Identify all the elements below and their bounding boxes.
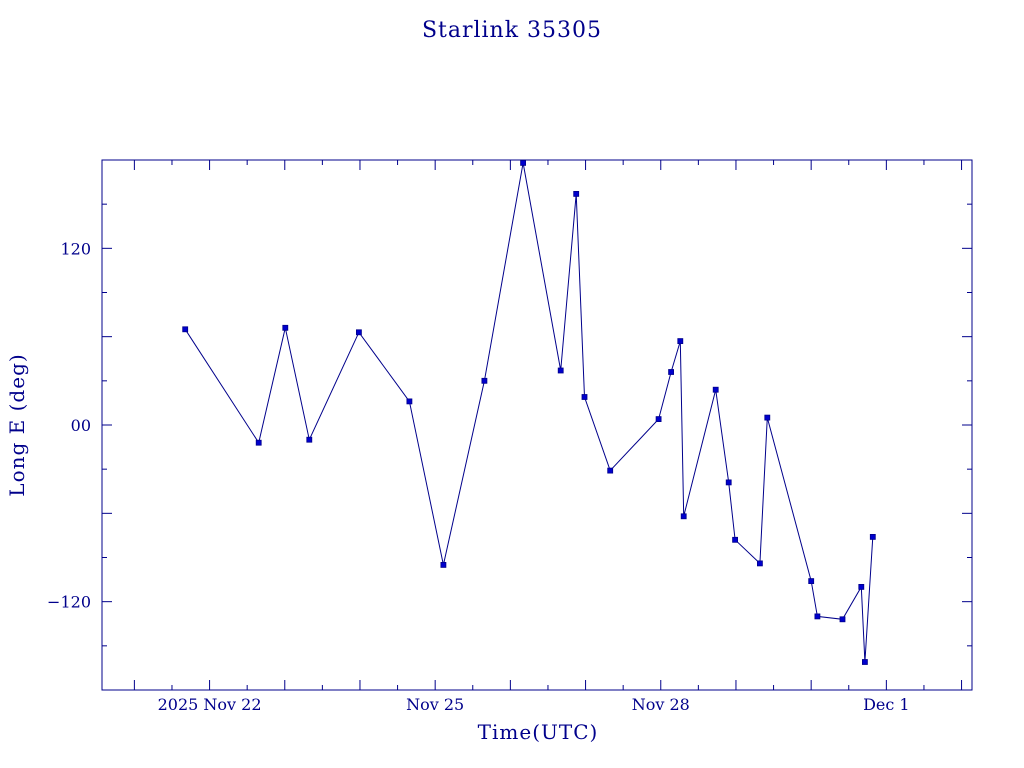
x-axis-label: Time(UTC) bbox=[478, 720, 599, 744]
y-tick-label: 120 bbox=[60, 239, 91, 258]
data-point bbox=[839, 616, 846, 623]
data-point bbox=[680, 513, 687, 520]
data-point bbox=[712, 386, 719, 393]
data-point bbox=[862, 659, 868, 665]
data-point bbox=[182, 326, 189, 333]
axis-ticks bbox=[102, 160, 972, 690]
data-point bbox=[255, 439, 262, 446]
data-point bbox=[732, 536, 738, 543]
data-point bbox=[814, 613, 821, 620]
data-point bbox=[306, 436, 313, 443]
x-tick-label: Nov 25 bbox=[406, 695, 464, 714]
data-point bbox=[655, 416, 662, 423]
data-point bbox=[355, 329, 362, 336]
data-point bbox=[282, 324, 289, 331]
data-point bbox=[668, 369, 674, 375]
series-line bbox=[184, 162, 874, 663]
x-tick-label: 2025 Nov 22 bbox=[158, 695, 262, 714]
data-point bbox=[581, 394, 588, 400]
chart-title: Starlink 35305 bbox=[422, 18, 602, 43]
data-point bbox=[725, 479, 732, 486]
data-point bbox=[481, 377, 488, 384]
series-layer bbox=[182, 159, 876, 665]
data-point bbox=[520, 159, 526, 166]
data-point bbox=[557, 367, 564, 374]
data-point bbox=[808, 578, 815, 584]
y-tick-label: 00 bbox=[71, 416, 91, 435]
data-point bbox=[757, 560, 763, 567]
tick-labels: 2025 Nov 22 Nov 25 Nov 28 Dec 1 120 00 −120 bbox=[47, 239, 910, 714]
data-point bbox=[869, 534, 876, 540]
data-point bbox=[406, 398, 413, 405]
data-point bbox=[573, 190, 580, 197]
data-point bbox=[764, 414, 771, 421]
data-point bbox=[607, 467, 614, 474]
data-point bbox=[677, 338, 684, 345]
data-point bbox=[440, 562, 447, 568]
x-tick-label: Dec 1 bbox=[863, 695, 910, 714]
data-point bbox=[858, 584, 865, 590]
x-tick-label: Nov 28 bbox=[632, 695, 690, 714]
y-axis-label: Long E (deg) bbox=[5, 353, 29, 496]
y-tick-label: −120 bbox=[47, 593, 91, 612]
